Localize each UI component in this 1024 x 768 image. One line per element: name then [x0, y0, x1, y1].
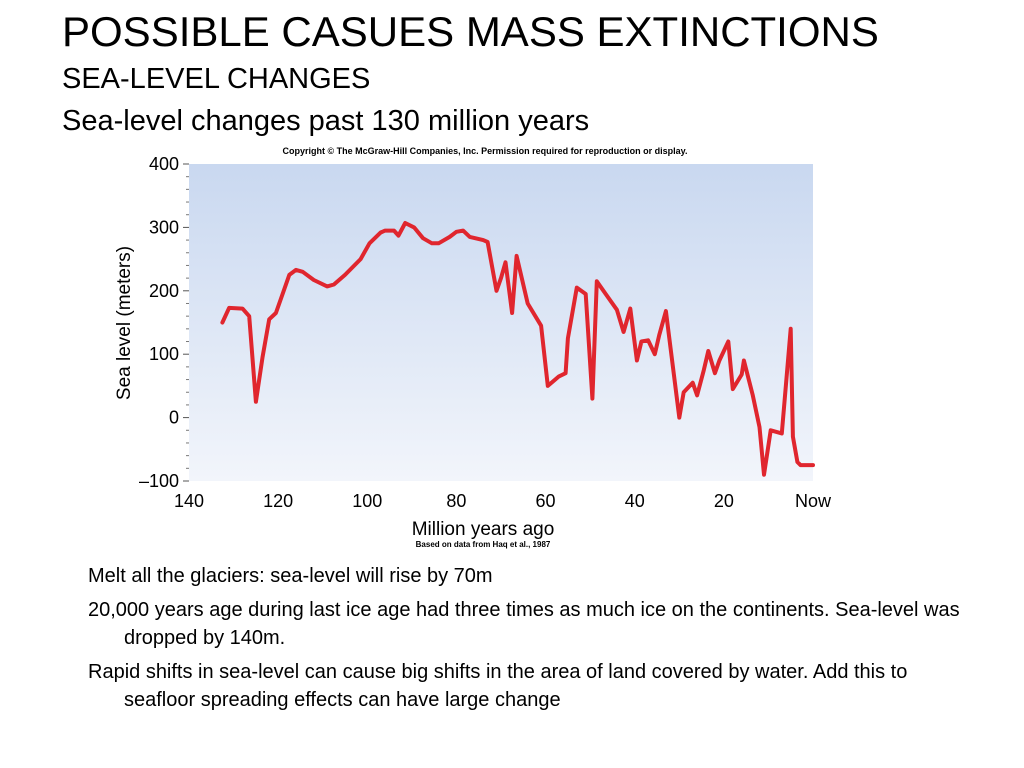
x-tick-label: 120: [263, 491, 293, 511]
slide-subtitle: SEA-LEVEL CHANGES: [62, 63, 371, 95]
copyright-note: Copyright © The McGraw-Hill Companies, I…: [282, 146, 687, 156]
y-tick-label: 300: [149, 217, 179, 237]
slide-title: POSSIBLE CASUES MASS EXTINCTIONS: [62, 8, 879, 55]
x-axis-label: Million years ago: [412, 519, 555, 540]
x-tick-label: Now: [795, 491, 832, 511]
x-tick-label: 20: [714, 491, 734, 511]
y-tick-label: 0: [169, 408, 179, 428]
y-tick-label: 200: [149, 281, 179, 301]
x-tick-label: 140: [174, 491, 204, 511]
y-axis-label: Sea level (meters): [114, 246, 135, 400]
bullet-item: 20,000 years age during last ice age had…: [88, 599, 960, 649]
x-axis: 140 120 100 80 60 40 20 Now: [174, 491, 832, 511]
bullet-list: Melt all the glaciers: sea-level will ri…: [88, 562, 968, 720]
sea-level-chart: Copyright © The McGraw-Hill Companies, I…: [114, 146, 832, 549]
y-tick-label: –100: [139, 471, 179, 491]
y-tick-label: 400: [149, 154, 179, 174]
x-tick-label: 100: [352, 491, 382, 511]
bullet-item: Melt all the glaciers: sea-level will ri…: [88, 565, 493, 587]
x-tick-label: 40: [625, 491, 645, 511]
y-tick-label: 100: [149, 344, 179, 364]
source-note: Based on data from Haq et al., 1987: [416, 540, 551, 549]
x-tick-label: 60: [536, 491, 556, 511]
x-tick-label: 80: [446, 491, 466, 511]
plot-area: [189, 164, 813, 481]
sea-level-line: [220, 221, 815, 477]
bullet-item: Rapid shifts in sea-level can cause big …: [88, 661, 908, 711]
y-axis: 400 300 200 100 0 –100: [139, 154, 189, 491]
slide-subtitle-2: Sea-level changes past 130 million years: [62, 105, 590, 137]
